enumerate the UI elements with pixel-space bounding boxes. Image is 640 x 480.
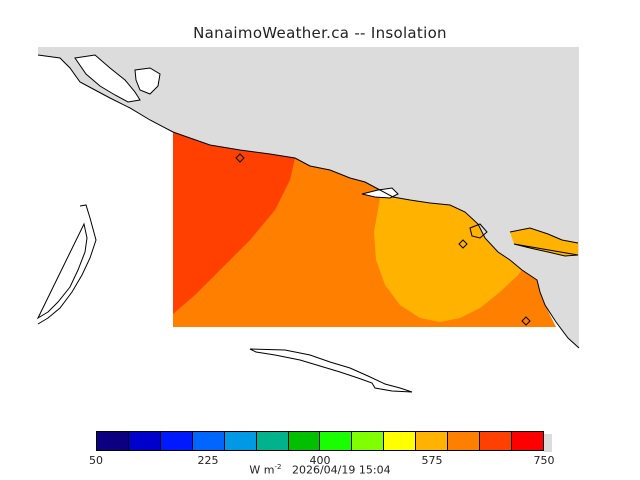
colorbar-tick-label: 225 bbox=[197, 454, 219, 467]
colorbar-shadow bbox=[544, 434, 552, 452]
colorbar-tick-label: 750 bbox=[533, 454, 555, 467]
map-title: NanaimoWeather.ca -- Insolation bbox=[193, 24, 447, 42]
colorbar bbox=[96, 431, 544, 451]
colorbar-swatch bbox=[416, 431, 449, 451]
station-marker[interactable] bbox=[458, 239, 468, 249]
colorbar-swatch bbox=[224, 431, 257, 451]
colorbar-swatch bbox=[128, 431, 161, 451]
units-exponent: -2 bbox=[274, 463, 282, 471]
inlet bbox=[362, 188, 398, 198]
colorbar-swatch bbox=[160, 431, 193, 451]
colorbar-units: W m-2 2026/04/19 15:04 bbox=[0, 463, 640, 477]
mainland-land bbox=[38, 47, 579, 348]
colorbar-swatch bbox=[480, 431, 512, 451]
insolation-field bbox=[173, 132, 556, 327]
colorbar-swatch bbox=[384, 431, 417, 451]
station-marker[interactable] bbox=[521, 316, 531, 326]
island-south bbox=[249, 348, 413, 393]
colorbar-tick-label: 575 bbox=[421, 454, 443, 467]
colorbar-swatch bbox=[352, 431, 385, 451]
island-north-2 bbox=[135, 68, 160, 94]
colorbar-swatch bbox=[448, 431, 481, 451]
coastlines bbox=[36, 54, 580, 393]
zone-low bbox=[374, 197, 522, 322]
island-north bbox=[75, 55, 140, 102]
station-marker[interactable] bbox=[235, 153, 245, 163]
colorbar-swatch bbox=[320, 431, 353, 451]
island-west bbox=[36, 204, 97, 325]
colorbar-swatch bbox=[96, 431, 129, 451]
station-markers bbox=[235, 153, 531, 326]
peninsula-east bbox=[510, 228, 578, 256]
colorbar-swatch bbox=[256, 431, 289, 451]
units-label: W m bbox=[249, 463, 275, 477]
colorbar-swatch bbox=[288, 431, 321, 451]
colorbar-swatch bbox=[192, 431, 225, 451]
colorbar-tick-label: 400 bbox=[309, 454, 331, 467]
colorbar-swatch bbox=[511, 431, 544, 451]
zone-high bbox=[173, 132, 295, 314]
colorbar-tick-label: 50 bbox=[89, 454, 103, 467]
valid-time: 2026/04/19 15:04 bbox=[291, 463, 391, 477]
